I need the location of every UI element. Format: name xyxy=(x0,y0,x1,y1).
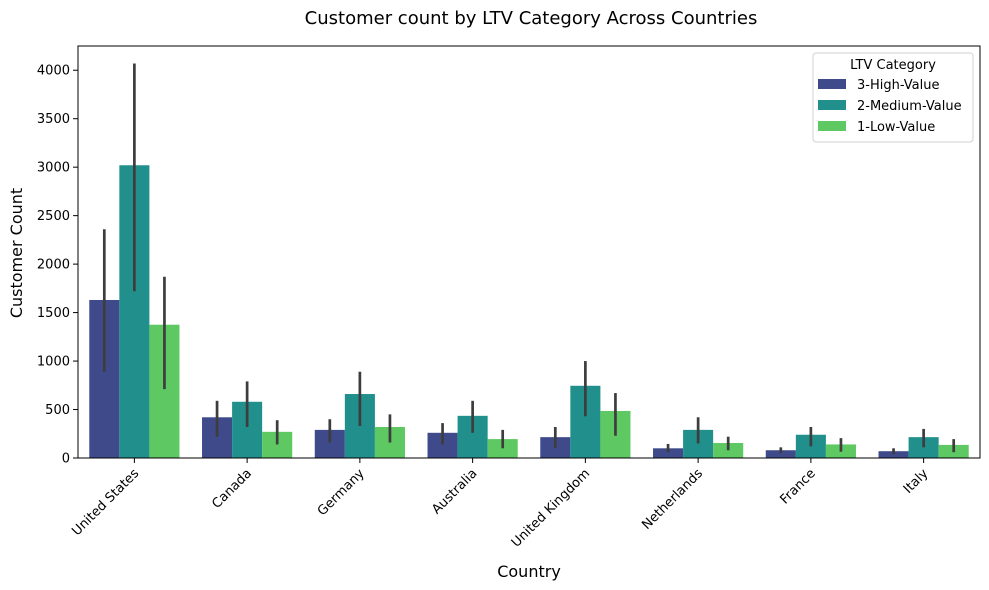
x-tick-label: Germany xyxy=(315,466,368,519)
x-tick-label: Australia xyxy=(429,466,480,517)
x-axis-label: Country xyxy=(497,562,561,581)
bar-3-high-value-italy xyxy=(878,451,909,458)
x-tick-label: United Kingdom xyxy=(509,466,593,550)
x-tick-label: France xyxy=(778,466,819,507)
x-tick-label: Canada xyxy=(209,466,255,512)
y-tick-label: 1500 xyxy=(37,306,70,321)
x-tick-label: United States xyxy=(69,466,142,539)
x-tick-label: Italy xyxy=(901,466,932,497)
y-tick-label: 2000 xyxy=(37,258,70,273)
bar-1-low-value-australia xyxy=(487,439,518,458)
y-tick-label: 4000 xyxy=(37,64,70,79)
x-tick-label: Netherlands xyxy=(639,466,706,533)
legend-label-2-medium-value: 2-Medium-Value xyxy=(857,99,962,114)
legend-title: LTV Category xyxy=(850,58,936,73)
y-axis-label: Customer Count xyxy=(7,188,26,318)
y-tick-label: 500 xyxy=(45,403,70,418)
y-tick-label: 3500 xyxy=(37,112,70,127)
bar-1-low-value-netherlands xyxy=(713,442,744,458)
legend: LTV Category 3-High-Value 2-Medium-Value 1-… xyxy=(812,52,974,143)
y-tick-label: 1000 xyxy=(37,355,70,370)
bar-2-medium-value-italy xyxy=(908,437,939,458)
bar-3-high-value-netherlands xyxy=(653,448,684,458)
legend-box xyxy=(812,52,974,143)
bar-3-high-value-france xyxy=(765,450,796,458)
legend-label-3-high-value: 3-High-Value xyxy=(857,78,939,93)
y-tick-label: 2500 xyxy=(37,209,70,224)
y-tick-label: 0 xyxy=(62,452,70,467)
plot-area xyxy=(77,45,981,459)
legend-label-1-low-value: 1-Low-Value xyxy=(857,120,935,135)
y-axis: 0 500 1000 1500 2000 2500 3000 3500 4000 xyxy=(37,64,78,467)
legend-swatch-3-high-value xyxy=(818,79,846,89)
legend-swatch-1-low-value xyxy=(818,121,846,131)
legend-swatch-2-medium-value xyxy=(818,100,846,110)
y-tick-label: 3000 xyxy=(37,161,70,176)
chart-title: Customer count by LTV Category Across Co… xyxy=(305,8,758,29)
plot-frame xyxy=(77,45,981,459)
x-axis: United States Canada Germany Australia Unite… xyxy=(69,458,932,551)
